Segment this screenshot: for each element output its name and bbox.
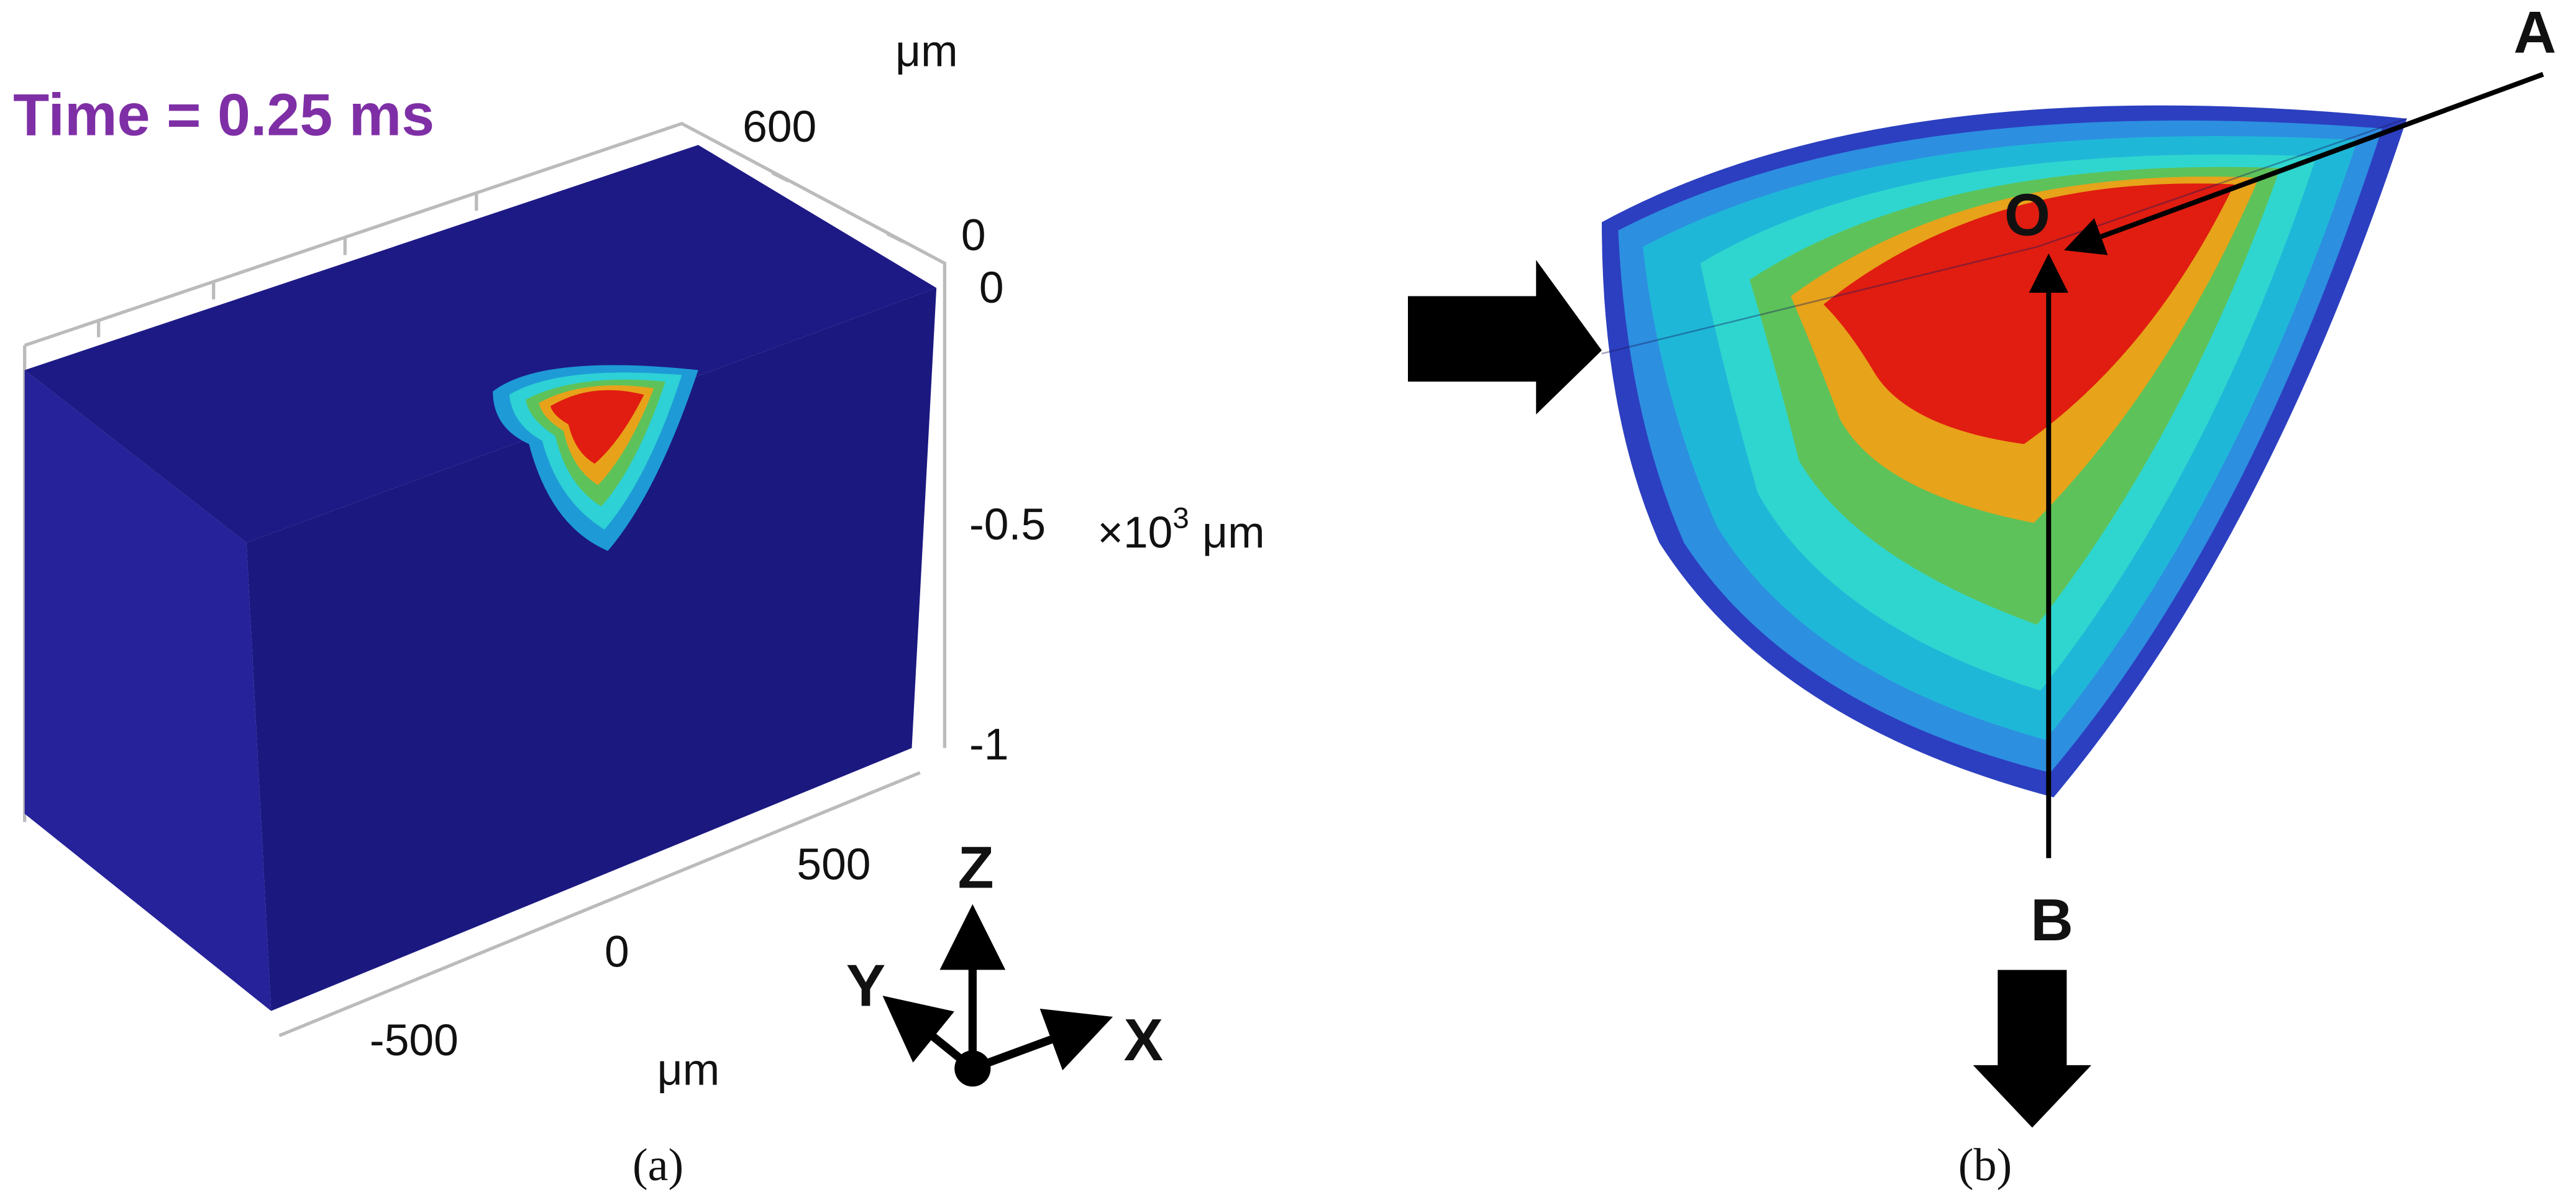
tick-label: 0	[605, 927, 629, 976]
axis-letter: Z	[958, 835, 994, 901]
box-top-face	[24, 145, 937, 543]
axis-multiplier: ×103 μm	[1097, 502, 1264, 557]
tick-label: 600	[742, 102, 816, 152]
caption: (b)	[1958, 1140, 2012, 1191]
box-left-face	[24, 370, 272, 1011]
melt-pool	[493, 365, 698, 551]
triad-origin	[954, 1050, 991, 1087]
axis-unit: μm	[1202, 508, 1265, 557]
exponent: 3	[1172, 502, 1189, 534]
point-label: B	[2030, 887, 2073, 953]
arrow-down	[1973, 970, 2091, 1128]
caption: (a)	[633, 1140, 683, 1191]
axis-unit: μm	[657, 1045, 720, 1095]
line-a	[2064, 71, 2544, 255]
point-label: O	[2004, 183, 2050, 249]
melt-pool-section	[1601, 105, 2408, 797]
triad	[882, 904, 1113, 1073]
axis-letter: Y	[846, 953, 885, 1019]
tick-label: -0.5	[969, 500, 1046, 549]
axis-unit: μm	[895, 26, 958, 76]
point-label: A	[2514, 0, 2557, 66]
multiplier: ×10	[1097, 508, 1172, 557]
tick-label: 0	[961, 210, 986, 260]
arrow-right	[1408, 260, 1602, 415]
tick-label: -1	[969, 720, 1008, 769]
box-front-face	[246, 288, 937, 1011]
tick-label: 500	[797, 840, 870, 889]
axis-letter: X	[1124, 1007, 1163, 1073]
time-label: Time = 0.25 ms	[13, 82, 434, 148]
tick-label: -500	[370, 1016, 459, 1065]
tick-label: 0	[979, 263, 1004, 313]
